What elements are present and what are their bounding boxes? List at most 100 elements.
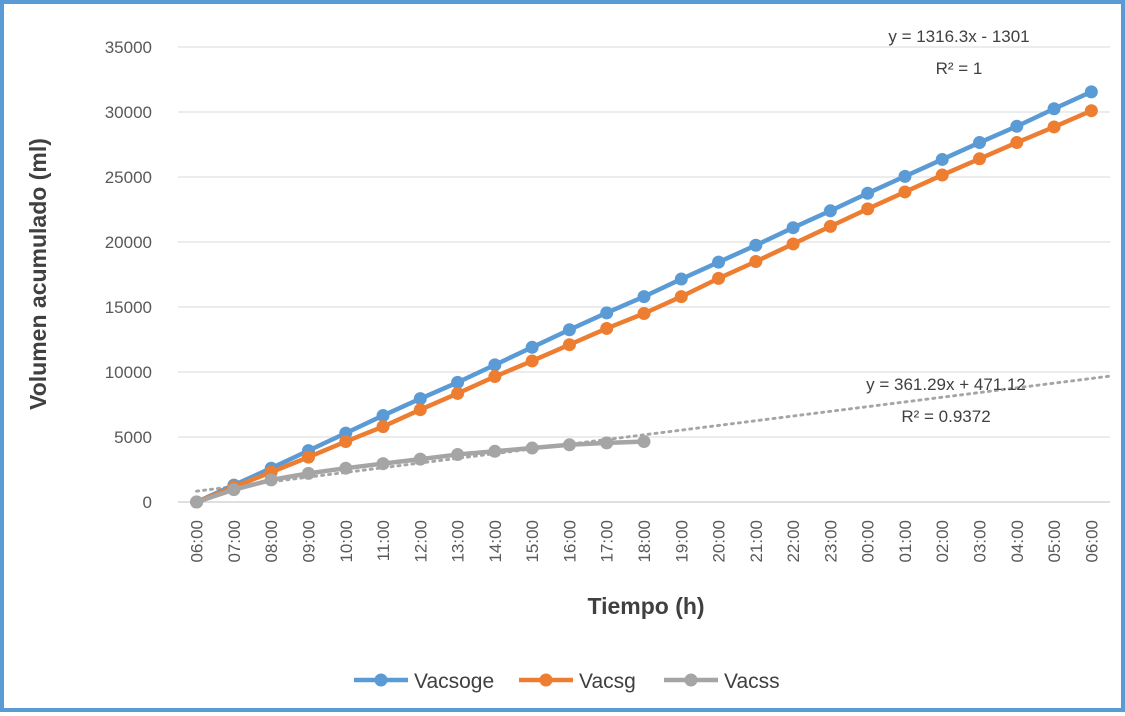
data-point-vacsoge [1084,85,1098,99]
y-tick-label: 0 [143,493,152,512]
data-point-vacsg [376,420,390,434]
data-point-vacsg [712,271,726,285]
y-tick-label: 10000 [105,363,152,382]
data-point-vacss [227,483,241,497]
data-point-vacsg [749,255,763,268]
data-point-vacsg [339,435,353,449]
data-point-vacsg [413,403,427,417]
data-point-vacsoge [525,340,539,354]
data-point-vacsg [786,237,800,251]
x-tick-label: 09:00 [299,520,318,563]
series-group [190,85,1098,509]
data-point-vacsg [674,290,688,304]
y-tick-label: 30000 [105,103,152,122]
data-point-vacsoge [451,375,465,389]
x-tick-label: 22:00 [784,520,803,563]
x-axis-title: Tiempo (h) [587,593,704,619]
legend-swatch-marker [539,673,553,687]
data-point-vacsoge [786,221,800,235]
data-point-vacss [600,436,614,450]
x-tick-label: 16:00 [560,520,579,563]
data-point-vacsg [823,219,837,233]
data-point-vacss [525,441,539,455]
data-point-vacsg [637,307,651,320]
data-point-vacsoge [413,392,427,406]
y-tick-label: 5000 [114,428,152,447]
data-point-vacsoge [600,306,614,320]
line-chart: 0 5000 10000 15000 20000 25000 30000 35000 06:0… [25,27,1112,693]
data-point-vacss [264,473,278,487]
trendline-r2: R² = 0.9372 [901,407,990,426]
y-tick-label: 20000 [105,233,152,252]
x-tick-label: 17:00 [598,520,617,563]
x-tick-label: 13:00 [449,520,468,563]
x-tick-label: 03:00 [971,520,990,563]
data-point-vacsg [525,354,539,368]
x-tick-label: 06:00 [188,520,207,563]
data-point-vacsg [488,370,502,384]
x-tick-label: 08:00 [262,520,281,563]
data-point-vacsoge [562,323,576,337]
data-point-vacss [451,448,465,462]
data-point-vacsoge [749,238,763,252]
data-point-vacss [562,438,576,452]
x-tick-label: 00:00 [859,520,878,563]
legend-swatch-marker [684,673,698,687]
data-point-vacsg [935,168,949,182]
x-tick-label: 04:00 [1008,520,1027,563]
x-tick-label: 14:00 [486,520,505,563]
data-point-vacsoge [376,409,390,423]
legend: Vacsoge Vacsg Vacss [354,670,780,693]
data-point-vacss [301,466,315,480]
y-axis-title: Volumen acumulado (ml) [25,138,51,410]
data-point-vacsg [562,338,576,352]
data-point-vacsoge [898,169,912,183]
data-point-vacss [339,461,353,475]
data-point-vacsoge [973,136,987,150]
data-point-vacsg [1084,104,1098,118]
y-tick-label: 35000 [105,38,152,57]
data-point-vacss [190,495,204,509]
data-point-vacsoge [935,152,949,166]
data-point-vacsoge [1010,119,1024,133]
data-point-vacsg [451,386,465,400]
x-tick-labels: 06:00 07:00 08:00 09:00 10:00 11:00 12:00 13:00… [188,520,1102,563]
legend-label: Vacss [724,670,780,693]
x-tick-label: 20:00 [710,520,729,563]
data-point-vacsg [898,185,912,199]
data-point-vacsoge [861,186,875,200]
y-tick-label: 15000 [105,298,152,317]
x-tick-label: 23:00 [821,520,840,563]
data-point-vacsoge [637,290,651,304]
data-point-vacss [376,457,390,471]
x-tick-label: 11:00 [374,520,393,561]
data-point-vacsg [600,321,614,335]
data-point-vacss [637,435,651,449]
x-tick-label: 15:00 [523,520,542,563]
x-tick-label: 19:00 [672,520,691,563]
x-tick-label: 12:00 [411,520,430,563]
x-tick-label: 05:00 [1045,520,1064,563]
y-tick-labels: 0 5000 10000 15000 20000 25000 30000 35000 [105,38,152,512]
x-tick-label: 07:00 [225,520,244,563]
data-point-vacss [413,452,427,466]
trendline-equations: y = 1316.3x - 1301 R² = 1 y = 361.29x + 47… [866,27,1030,426]
data-point-vacsoge [823,204,837,218]
legend-swatch-marker [374,673,388,687]
x-tick-label: 21:00 [747,520,766,563]
data-point-vacsg [861,202,875,216]
trendline-equation: y = 1316.3x - 1301 [888,27,1029,46]
x-tick-label: 01:00 [896,520,915,563]
x-tick-label: 06:00 [1082,520,1101,563]
data-point-vacsoge [488,358,502,372]
data-point-vacsoge [1047,102,1061,116]
data-point-vacsoge [674,272,688,286]
legend-label: Vacsoge [414,670,494,693]
data-point-vacsoge [712,255,726,269]
x-tick-label: 02:00 [933,520,952,563]
data-point-vacsg [1010,136,1024,150]
data-point-vacss [488,444,502,458]
trendline-r2: R² = 1 [936,59,983,78]
legend-label: Vacsg [579,670,636,693]
